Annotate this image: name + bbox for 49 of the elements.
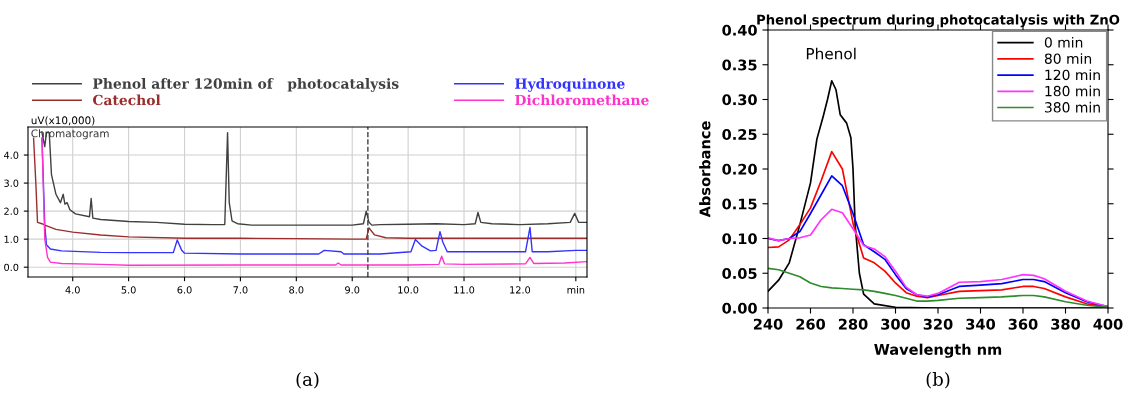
- y-tick-label: 3.0: [4, 179, 19, 187]
- x-tick-label: 12.0: [510, 286, 531, 294]
- text: (b): [926, 371, 950, 389]
- x-tick-label: 380: [1051, 318, 1081, 330]
- legend-label: Catechol: [92, 94, 161, 106]
- x-tick-label: 4.0: [65, 286, 80, 294]
- chart-title: Phenol spectrum during photocatalysis with ZnO: [757, 14, 1120, 28]
- y-tick-label: 2.0: [4, 207, 19, 215]
- y-tick-label: 0.20: [722, 163, 757, 175]
- x-tick-label: 9.0: [345, 286, 360, 294]
- x-tick-label: 11.0: [454, 286, 475, 294]
- y-tick-label: 0.35: [722, 59, 757, 71]
- x-tick-label: 280: [838, 318, 868, 330]
- y-tick-label: 1.0: [4, 235, 19, 243]
- y-tick-label: 0.05: [722, 267, 757, 279]
- x-tick-label: 6.0: [177, 286, 192, 294]
- x-axis-title: Wavelength nm: [874, 343, 1002, 358]
- y-tick-label: 0.30: [722, 94, 757, 106]
- annotation: Phenol: [806, 47, 856, 60]
- y-axis-title: Absorbance: [699, 121, 711, 218]
- legend-label: Hydroquinone: [515, 78, 625, 92]
- x-tick-label: 360: [1008, 318, 1038, 330]
- x-tick-label: 8.0: [289, 286, 304, 294]
- y-tick-label: 0.10: [722, 233, 757, 245]
- x-tick-label: 260: [796, 318, 826, 330]
- x-tick-label: 5.0: [121, 286, 136, 294]
- legend-label: 120 min: [1045, 69, 1100, 81]
- y-tick-label: 0.25: [722, 128, 757, 140]
- x-tick-label: 7.0: [233, 286, 248, 294]
- legend-label: 380 min: [1045, 101, 1100, 113]
- y-tick-label: 0.00: [722, 302, 757, 314]
- y-tick-label: 0.15: [722, 198, 757, 210]
- y-axis-title: uV(x10,000): [31, 116, 95, 126]
- x-tick-label: 300: [881, 318, 911, 330]
- y-tick-label: 0.40: [722, 24, 757, 36]
- x-tick-label: 400: [1093, 318, 1123, 330]
- legend-label: 180 min: [1045, 85, 1100, 97]
- text: (a): [296, 371, 319, 389]
- x-tick-label: 10.0: [398, 286, 419, 294]
- x-tick-label: min: [567, 286, 585, 294]
- legend-label: 80 min: [1044, 53, 1092, 64]
- x-tick-label: 240: [753, 318, 783, 330]
- x-tick-label: 340: [966, 318, 996, 330]
- y-tick-label: 0.0: [4, 263, 19, 272]
- legend-label: Dichloromethane: [515, 94, 649, 106]
- x-tick-label: 320: [923, 318, 953, 330]
- legend-label: 0 min: [1044, 36, 1083, 48]
- legend-label: Phenol after 120min of photocatalysis: [93, 78, 399, 92]
- y-tick-label: 4.0: [3, 151, 19, 159]
